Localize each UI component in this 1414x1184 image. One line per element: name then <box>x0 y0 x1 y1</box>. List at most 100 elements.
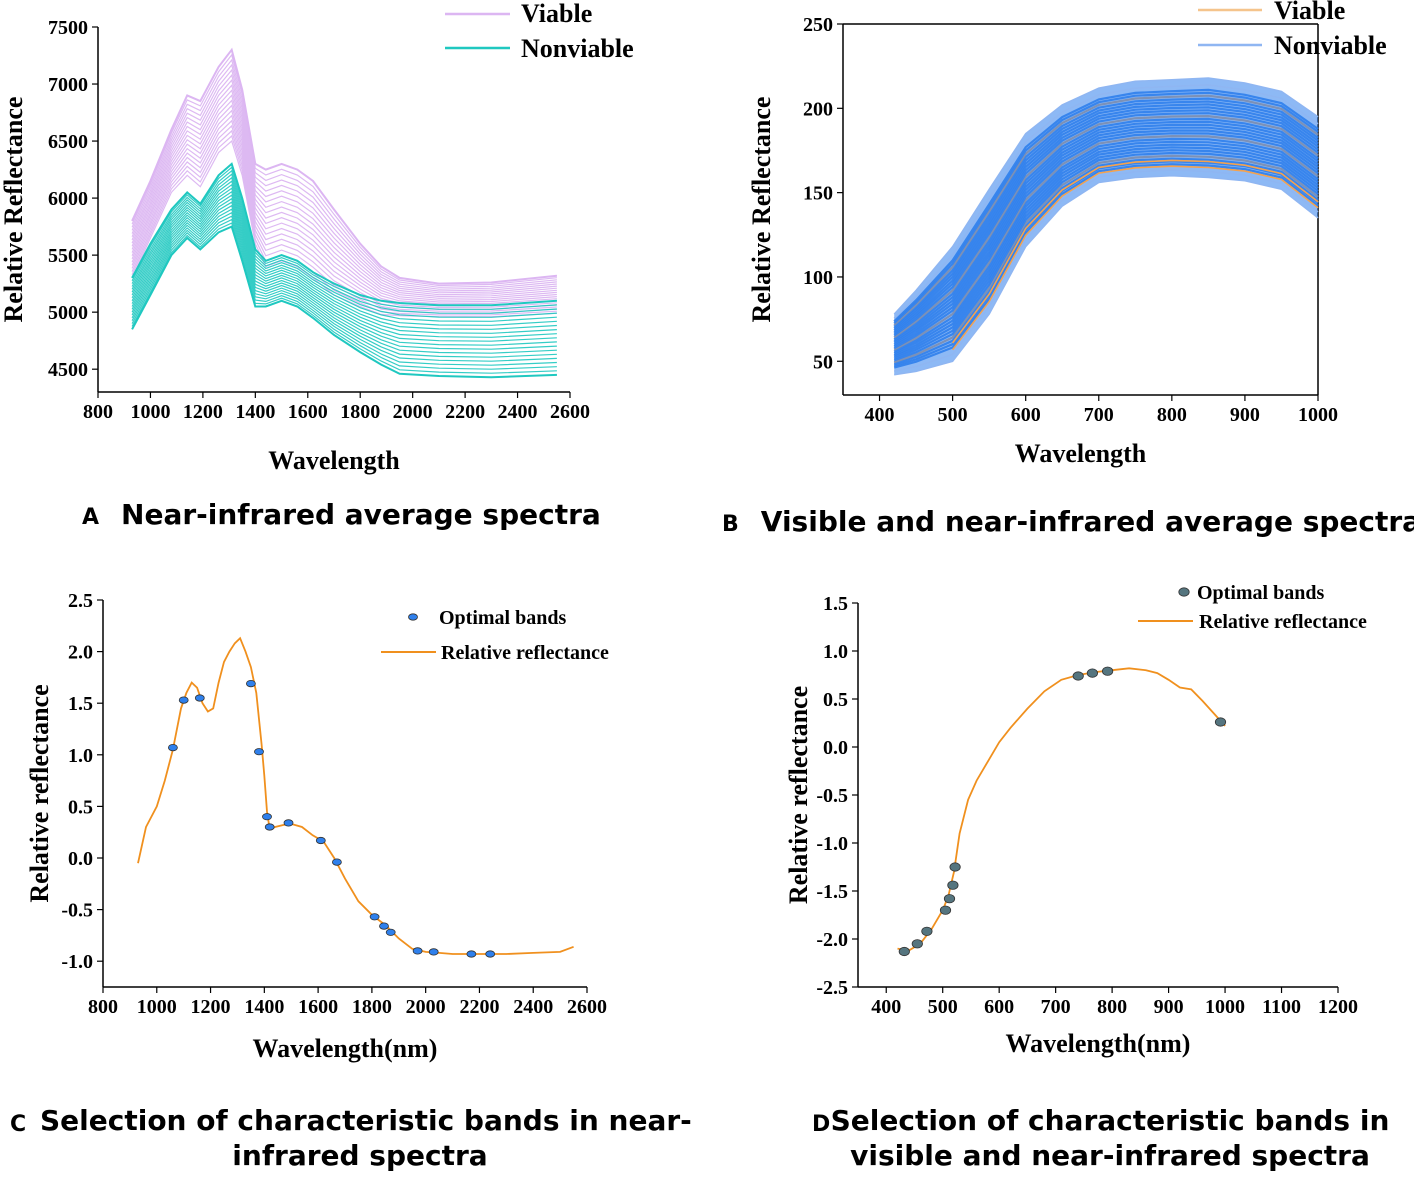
legend: Optimal bands Relative reflectance <box>381 607 609 664</box>
legend-nonviable-label: Nonviable <box>521 34 634 63</box>
y-tick-label: 1.5 <box>823 593 848 615</box>
viable-band-line <box>131 104 557 305</box>
series-edge-line <box>131 225 557 379</box>
nonviable-band-line <box>131 208 557 358</box>
y-tick-label: 7000 <box>48 74 88 96</box>
y-tick-label: 0.5 <box>823 689 848 711</box>
nonviable-band-line <box>131 187 557 334</box>
x-tick-label: 1400 <box>244 996 284 1018</box>
x-tick-label: 400 <box>865 404 895 426</box>
viable-band-line <box>131 68 557 292</box>
series-edge-line <box>131 162 557 307</box>
optimal-band-point <box>1086 668 1099 678</box>
nonviable-band-line <box>131 222 557 374</box>
optimal-band-point <box>1102 666 1114 676</box>
optimal-band-point <box>466 950 477 958</box>
viable-band-line <box>131 89 557 299</box>
x-tick-label: 2600 <box>567 996 607 1018</box>
optimal-band-point <box>1214 717 1227 727</box>
spectrum-line <box>893 126 1319 346</box>
legend-reflectance-label: Relative reflectance <box>1199 611 1367 633</box>
y-axis-label: Relative reflectance <box>25 684 54 902</box>
axes: 800 1000 1200 1400 1600 1800 2000 2200 2400 2600 -… <box>25 590 607 1063</box>
caption-a-text: Near-infrared average spectra <box>121 498 601 531</box>
viable-band-line <box>131 129 557 314</box>
x-tick-label: 1800 <box>352 996 392 1018</box>
y-tick-label: -1.0 <box>61 951 93 973</box>
spectrum-edge-line <box>894 169 1319 372</box>
x-tick-label: 800 <box>83 401 113 423</box>
caption-b-text: Visible and near-infrared average spectr… <box>760 505 1414 538</box>
x-tick-label: 1400 <box>235 401 275 423</box>
caption-d-line2: visible and near-infrared spectra <box>850 1139 1370 1172</box>
x-tick-label: 1200 <box>1318 996 1358 1018</box>
y-tick-label: 200 <box>803 98 833 120</box>
caption-d-letter: D <box>812 1112 831 1137</box>
y-tick-label: 150 <box>803 183 833 205</box>
legend: Viable Nonviable <box>1198 0 1387 60</box>
x-tick-label: 800 <box>88 996 118 1018</box>
spectrum-line <box>893 143 1319 357</box>
spectrum-edge-line <box>893 77 1319 315</box>
nonviable-band-line <box>131 190 557 338</box>
nonviable-band-line <box>131 173 557 318</box>
optimal-band-point <box>898 946 910 957</box>
spectrum-line <box>893 109 1319 335</box>
spectrum-line <box>893 134 1319 351</box>
legend-reflectance-label: Relative reflectance <box>441 642 609 664</box>
x-tick-label: 700 <box>1084 404 1114 426</box>
spectrum-line <box>893 97 1319 328</box>
optimal-band-point <box>254 748 264 756</box>
nonviable-band-line <box>131 176 557 322</box>
x-axis-label: Wavelength(nm) <box>253 1034 438 1063</box>
reflectance-line <box>897 667 1226 952</box>
spectrum-line <box>893 91 1319 324</box>
viable-band-line <box>131 124 557 312</box>
viable-band-line <box>131 63 557 290</box>
spectrum-line <box>893 112 1319 337</box>
optimal-band-point <box>412 947 423 955</box>
viable-spectrum-line <box>951 159 1319 344</box>
x-tick-label: 1600 <box>288 401 328 423</box>
y-tick-label: 1.0 <box>68 745 93 767</box>
viable-band-line <box>131 114 557 309</box>
viable-band-line <box>131 94 557 301</box>
x-tick-label: 2200 <box>445 401 485 423</box>
optimal-band-point <box>943 894 956 904</box>
legend-nonviable-label: Nonviable <box>1274 31 1387 60</box>
x-tick-label: 1600 <box>298 996 338 1018</box>
spectrum-line <box>893 132 1319 349</box>
optimal-band-point <box>283 819 294 827</box>
spectrum-line <box>893 120 1319 342</box>
caption-c-letter: C <box>10 1112 27 1137</box>
optimal-band-point <box>921 926 933 936</box>
viable-band-line <box>131 53 557 287</box>
x-tick-label: 700 <box>1041 996 1071 1018</box>
y-tick-label: -0.5 <box>816 785 848 807</box>
x-tick-label: 1200 <box>191 996 231 1018</box>
x-tick-label: 2000 <box>406 996 446 1018</box>
y-tick-label: 7500 <box>48 17 88 39</box>
y-axis-label: Relative Reflectance <box>0 97 28 323</box>
optimal-band-point <box>385 928 396 936</box>
x-tick-label: 1000 <box>137 996 177 1018</box>
x-tick-label: 900 <box>1230 404 1260 426</box>
caption-b-letter: B <box>722 512 739 537</box>
x-axis-label: Wavelength <box>268 446 400 475</box>
caption-b: B Visible and near-infrared average spect… <box>722 505 1414 538</box>
x-tick-label: 2400 <box>513 996 553 1018</box>
y-tick-label: 250 <box>803 14 833 36</box>
caption-a: A Near-infrared average spectra <box>82 498 601 531</box>
optimal-band-point <box>264 823 275 831</box>
spectrum-line <box>893 163 1319 369</box>
optimal-band-point <box>178 696 189 704</box>
x-tick-label: 1100 <box>1262 996 1301 1018</box>
optimal-band-point <box>949 862 961 872</box>
caption-d-line1: Selection of characteristic bands in <box>830 1104 1390 1137</box>
spectrum-line <box>893 146 1319 358</box>
x-tick-label: 1000 <box>1205 996 1245 1018</box>
y-tick-label: 1.5 <box>68 693 93 715</box>
viable-band-line <box>131 58 557 288</box>
x-tick-label: 1000 <box>1298 404 1338 426</box>
